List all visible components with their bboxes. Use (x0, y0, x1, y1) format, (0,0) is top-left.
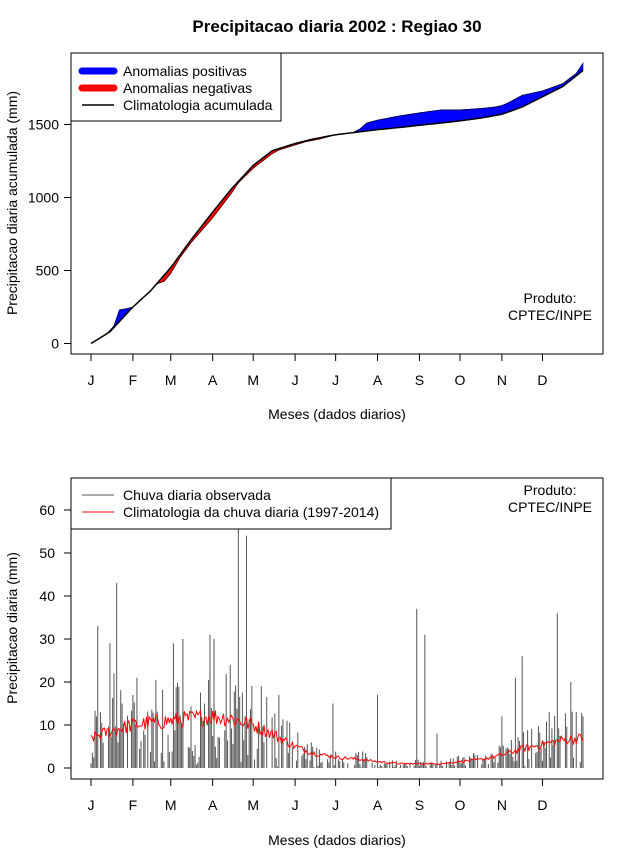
chart-title: Precipitacao diaria 2002 : Regiao 30 (192, 17, 481, 36)
top-y-tick-label: 1500 (28, 117, 59, 133)
bottom-x-tick-label: M (165, 797, 177, 813)
cumulative-precipitation-chart: 0 500 1000 1500 J F M A M J J A S O N D Meses (dados d… (4, 52, 604, 422)
bottom-x-tick-label: N (497, 797, 507, 813)
top-y-axis-label: Precipitacao diaria acumulada (mm) (4, 91, 20, 315)
top-legend: Anomalias positivas Anomalias negativas … (70, 52, 282, 122)
bottom-legend-box (70, 477, 392, 530)
bottom-credit-line-2: CPTEC/INPE (508, 499, 592, 515)
bottom-x-tick-label: S (415, 797, 424, 813)
legend-label-climatology: Climatologia acumulada (123, 97, 273, 113)
bottom-x-tick-label: A (373, 797, 383, 813)
bottom-y-tick-label: 20 (39, 674, 55, 690)
climatology-cumulative-line (90, 69, 584, 345)
top-x-tick-label: A (208, 372, 218, 388)
top-y-tick-label: 500 (36, 263, 60, 279)
top-x-tick-label: N (497, 372, 507, 388)
top-x-tick-label: F (129, 372, 138, 388)
bottom-y-tick-label: 30 (39, 631, 55, 647)
bottom-x-tick-label: A (208, 797, 218, 813)
top-x-tick-label: O (455, 372, 466, 388)
top-x-tick-label: M (165, 372, 177, 388)
legend-label-negative: Anomalias negativas (123, 80, 252, 96)
bottom-y-tick-label: 50 (39, 545, 55, 561)
bottom-y-tick-label: 40 (39, 588, 55, 604)
top-x-tick-label: J (292, 372, 299, 388)
bottom-x-tick-label: J (332, 797, 339, 813)
bottom-legend: Chuva diaria observada Climatologia da c… (70, 477, 392, 530)
top-x-tick-label: D (537, 372, 547, 388)
top-x-tick-label: A (373, 372, 383, 388)
top-credit-line-2: CPTEC/INPE (508, 307, 592, 323)
bottom-x-axis-label: Meses (dados diarios) (268, 832, 406, 848)
bottom-x-tick-label: O (455, 797, 466, 813)
top-x-tick-label: M (247, 372, 259, 388)
legend-label-climatology-daily: Climatologia da chuva diaria (1997-2014) (123, 504, 379, 520)
top-y-tick-label: 0 (51, 336, 59, 352)
observed-daily-bars (90, 522, 584, 768)
top-x-axis-label: Meses (dados diarios) (268, 406, 406, 422)
legend-label-positive: Anomalias positivas (123, 63, 247, 79)
bottom-x-tick-label: F (129, 797, 138, 813)
bottom-y-tick-label: 0 (47, 760, 55, 776)
top-x-tick-label: J (332, 372, 339, 388)
bottom-credit-line-1: Produto: (524, 482, 577, 498)
bottom-x-tick-label: D (537, 797, 547, 813)
top-y-tick-label: 1000 (28, 190, 59, 206)
bottom-x-tick-label: J (292, 797, 299, 813)
bottom-y-tick-label: 60 (39, 502, 55, 518)
bottom-x-tick-label: J (88, 797, 95, 813)
bottom-y-axis-label: Precipitacao diaria (mm) (4, 552, 20, 704)
daily-precipitation-chart: 0 10 20 30 40 50 60 J F M A M J J A S O N D Meses (dados … (4, 477, 604, 848)
top-x-tick-label: S (415, 372, 424, 388)
top-credit-line-1: Produto: (524, 290, 577, 306)
bottom-y-tick-label: 10 (39, 717, 55, 733)
bottom-x-tick-label: M (247, 797, 259, 813)
bottom-y-axis: 0 10 20 30 40 50 60 (39, 502, 72, 776)
climatology-daily-line (90, 709, 584, 766)
legend-label-observed: Chuva diaria observada (123, 487, 271, 503)
top-x-tick-label: J (88, 372, 95, 388)
top-y-axis: 0 500 1000 1500 (28, 117, 72, 352)
